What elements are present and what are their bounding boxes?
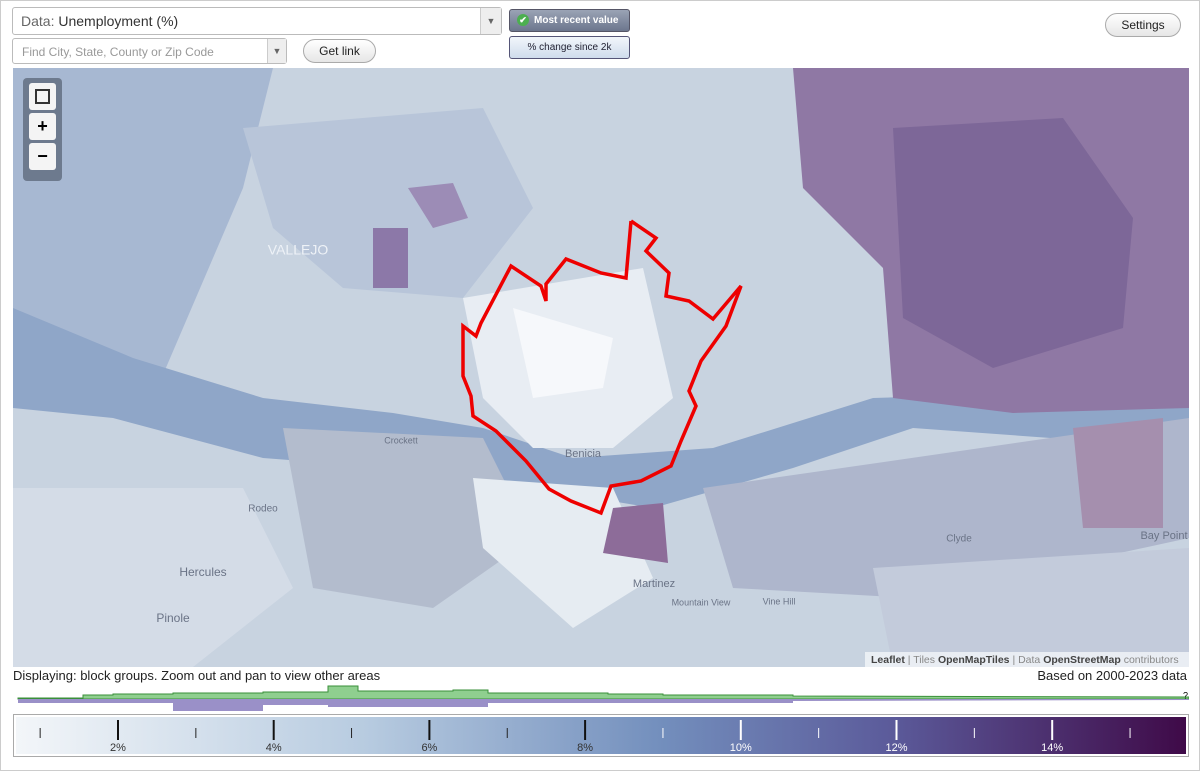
legend-label: 6% [421, 742, 437, 754]
map-label: VALLEJO [268, 242, 329, 258]
most-recent-label: Most recent value [534, 15, 619, 26]
water [13, 68, 273, 398]
dropdown-arrow: ▼ [267, 39, 286, 63]
search-input[interactable]: Find City, State, County or Zip Code ▼ [12, 38, 287, 64]
attribution-bg [865, 652, 1189, 667]
attr-text: | Data [1012, 654, 1040, 666]
map-label: Mountain View [672, 597, 731, 607]
region [408, 183, 468, 228]
zoom-out-label: − [37, 146, 48, 166]
legend-label: 14% [1041, 742, 1063, 754]
map-label: Crockett [384, 435, 418, 445]
map-label: Martinez [633, 578, 675, 590]
search-placeholder: Find City, State, County or Zip Code [22, 45, 214, 59]
legend-gradient [16, 717, 1186, 754]
pct-change-toggle[interactable]: % change since 2k [509, 36, 630, 59]
map-label: Clyde [946, 534, 972, 545]
settings-button[interactable]: Settings [1105, 13, 1181, 37]
region [283, 428, 533, 608]
region [473, 478, 653, 628]
distribution: ? [17, 685, 1189, 711]
region [1073, 418, 1163, 528]
attr-link[interactable]: OpenStreetMap [1043, 654, 1121, 666]
fullscreen-icon [35, 89, 50, 104]
map-label: Benicia [565, 448, 602, 460]
legend-label: 2% [110, 742, 126, 754]
map-label: Hercules [179, 565, 226, 579]
attr-text: contributors [1124, 654, 1179, 666]
region [893, 118, 1133, 368]
fullscreen-button[interactable] [29, 83, 56, 110]
legend-label: 12% [885, 742, 907, 754]
data-select[interactable]: Data: Unemployment (%) ▼ [12, 7, 502, 35]
region [703, 418, 1189, 598]
map-label: Vine Hill [763, 596, 796, 606]
displaying-text: Displaying: block groups. Zoom out and p… [13, 668, 381, 683]
get-link-button[interactable]: Get link [303, 39, 376, 63]
attr-text: | [908, 654, 911, 666]
map-label: Bay Point [1140, 530, 1187, 542]
map-label: Pinole [156, 611, 190, 625]
zoom-in-button[interactable] [29, 113, 56, 140]
distribution-green [17, 685, 1189, 700]
selected-area-outline [461, 219, 743, 516]
region [243, 108, 533, 298]
based-on-text: Based on 2000-2023 data [1037, 668, 1187, 683]
zoom-in-label: + [37, 116, 48, 136]
legend-label: 4% [266, 742, 282, 754]
region [603, 503, 668, 563]
region [873, 548, 1189, 667]
most-recent-toggle[interactable]: ✔ Most recent value [509, 9, 630, 32]
attr-text: Tiles [913, 654, 935, 666]
legend-label: 8% [577, 742, 593, 754]
check-icon: ✔ [517, 14, 529, 26]
attr-link[interactable]: OpenMapTiles [938, 654, 1010, 666]
dropdown-arrow: ▼ [480, 8, 501, 34]
attribution: Leaflet | Tiles OpenMapTiles | Data Open… [871, 654, 1179, 666]
map-label: Rodeo [248, 504, 278, 515]
data-value: Unemployment (%) [58, 13, 179, 29]
zoom-out-button[interactable] [29, 143, 56, 170]
help-mark[interactable]: ? [1183, 690, 1188, 700]
legend: 2% 4% 6% 8% 10% 12% 14% [13, 714, 1189, 757]
region [373, 228, 408, 288]
map[interactable]: VALLEJO Crockett Benicia Rodeo Hercules … [13, 68, 1189, 667]
region [513, 308, 613, 398]
distribution-purple [18, 699, 1189, 711]
data-prefix: Data: [21, 13, 55, 29]
legend-label: 10% [730, 742, 752, 754]
region [13, 488, 293, 667]
attr-link[interactable]: Leaflet [871, 654, 905, 666]
